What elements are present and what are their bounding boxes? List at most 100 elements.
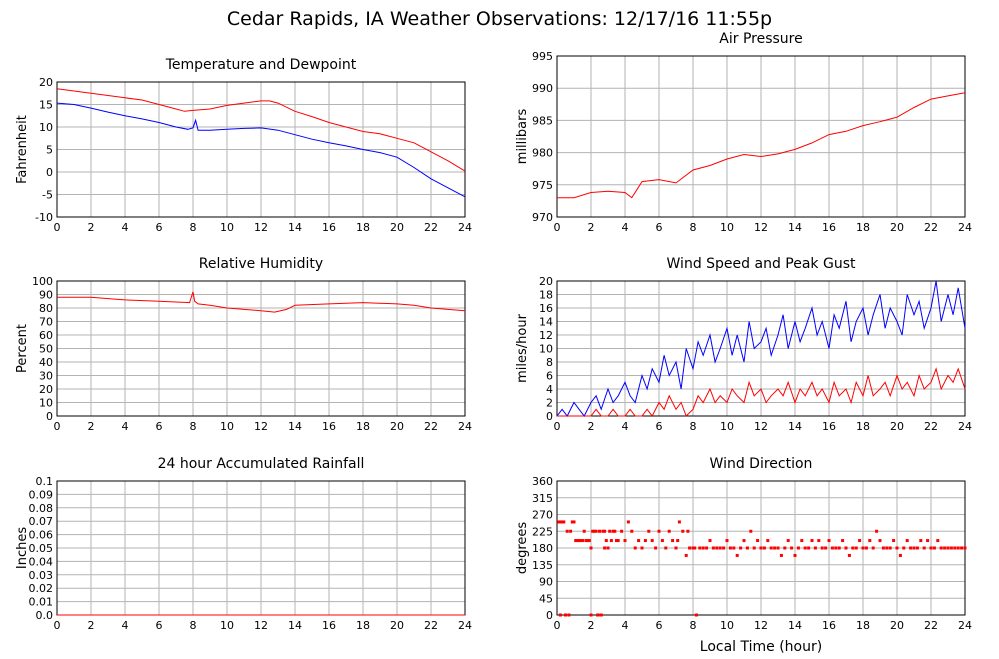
- data-point: [898, 553, 902, 557]
- data-point: [953, 546, 957, 550]
- y-tick-label: 0: [46, 410, 53, 423]
- x-tick-label: 6: [656, 619, 663, 632]
- data-point: [599, 613, 603, 617]
- data-point: [779, 553, 783, 557]
- data-point: [803, 546, 807, 550]
- y-axis-label: Inches: [15, 527, 30, 569]
- x-tick-label: 2: [588, 420, 595, 433]
- data-point: [643, 539, 647, 543]
- x-tick-label: 8: [190, 619, 197, 632]
- x-tick-label: 6: [156, 619, 163, 632]
- x-tick-label: 0: [554, 420, 561, 433]
- x-tick-label: 24: [458, 221, 472, 234]
- data-point: [686, 529, 690, 533]
- y-tick-label: 20: [39, 383, 53, 396]
- x-tick-label: 20: [890, 221, 904, 234]
- data-point: [807, 546, 811, 550]
- data-point: [926, 539, 930, 543]
- x-tick-label: 22: [924, 420, 938, 433]
- data-point: [756, 539, 760, 543]
- x-tick-label: 22: [424, 619, 438, 632]
- x-tick-label: 12: [754, 619, 768, 632]
- x-tick-label: 22: [924, 221, 938, 234]
- y-axis-label: degrees: [515, 522, 530, 575]
- x-tick-label: 18: [856, 420, 870, 433]
- x-tick-label: 24: [458, 619, 472, 632]
- x-tick-label: 18: [856, 619, 870, 632]
- y-tick-label: 60: [39, 329, 53, 342]
- data-point: [660, 539, 664, 543]
- data-point: [864, 546, 868, 550]
- data-point: [759, 546, 763, 550]
- data-point: [575, 539, 579, 543]
- x-tick-label: 24: [958, 619, 972, 632]
- data-point: [630, 529, 634, 533]
- x-tick-label: 2: [588, 619, 595, 632]
- data-point: [633, 546, 637, 550]
- data-point: [827, 539, 831, 543]
- y-tick-label: 6: [546, 370, 553, 383]
- data-point: [834, 546, 838, 550]
- x-tick-label: 8: [690, 420, 697, 433]
- y-tick-label: 225: [532, 525, 553, 538]
- y-tick-label: 990: [532, 82, 553, 95]
- data-point: [674, 546, 678, 550]
- data-point: [786, 539, 790, 543]
- data-point: [773, 546, 777, 550]
- data-point: [895, 546, 899, 550]
- y-tick-label: 0.09: [29, 488, 54, 501]
- data-point: [790, 546, 794, 550]
- y-tick-label: 10: [39, 397, 53, 410]
- y-tick-label: 16: [539, 302, 553, 315]
- x-tick-label: 14: [788, 221, 802, 234]
- data-point: [677, 520, 681, 524]
- data-point: [776, 546, 780, 550]
- y-tick-label: 0.1: [36, 475, 54, 488]
- data-point: [936, 539, 940, 543]
- series-line-0: [57, 291, 466, 313]
- data-point: [847, 553, 851, 557]
- data-point: [676, 539, 680, 543]
- y-tick-label: 0.05: [29, 542, 54, 555]
- data-point: [569, 529, 573, 533]
- data-point: [854, 546, 858, 550]
- x-tick-label: 10: [720, 619, 734, 632]
- data-point: [949, 546, 953, 550]
- data-point: [946, 546, 950, 550]
- x-tick-label: 18: [356, 619, 370, 632]
- data-point: [885, 546, 889, 550]
- data-point: [664, 546, 668, 550]
- x-tick-label: 24: [958, 420, 972, 433]
- x-tick-label: 14: [288, 619, 302, 632]
- data-point: [613, 529, 617, 533]
- data-point: [603, 529, 607, 533]
- y-tick-label: 270: [532, 509, 553, 522]
- x-tick-label: 0: [554, 619, 561, 632]
- y-tick-label: 8: [546, 356, 553, 369]
- data-point: [574, 539, 578, 543]
- plot-frame: [556, 55, 966, 218]
- data-point: [626, 520, 630, 524]
- plot-frame: [556, 280, 966, 417]
- data-point: [844, 546, 848, 550]
- data-point: [657, 529, 661, 533]
- x-tick-label: 4: [122, 619, 129, 632]
- x-tick-label: 8: [690, 619, 697, 632]
- data-point: [742, 539, 746, 543]
- y-tick-label: 20: [539, 275, 553, 288]
- x-tick-label: 2: [588, 221, 595, 234]
- data-point: [564, 613, 567, 617]
- x-tick-label: 24: [458, 420, 472, 433]
- data-point: [640, 546, 644, 550]
- x-tick-label: 12: [754, 221, 768, 234]
- x-tick-label: 8: [190, 420, 197, 433]
- x-tick-label: 16: [822, 221, 836, 234]
- data-point: [732, 546, 736, 550]
- data-point: [929, 546, 933, 550]
- data-point: [586, 539, 590, 543]
- data-point: [943, 546, 947, 550]
